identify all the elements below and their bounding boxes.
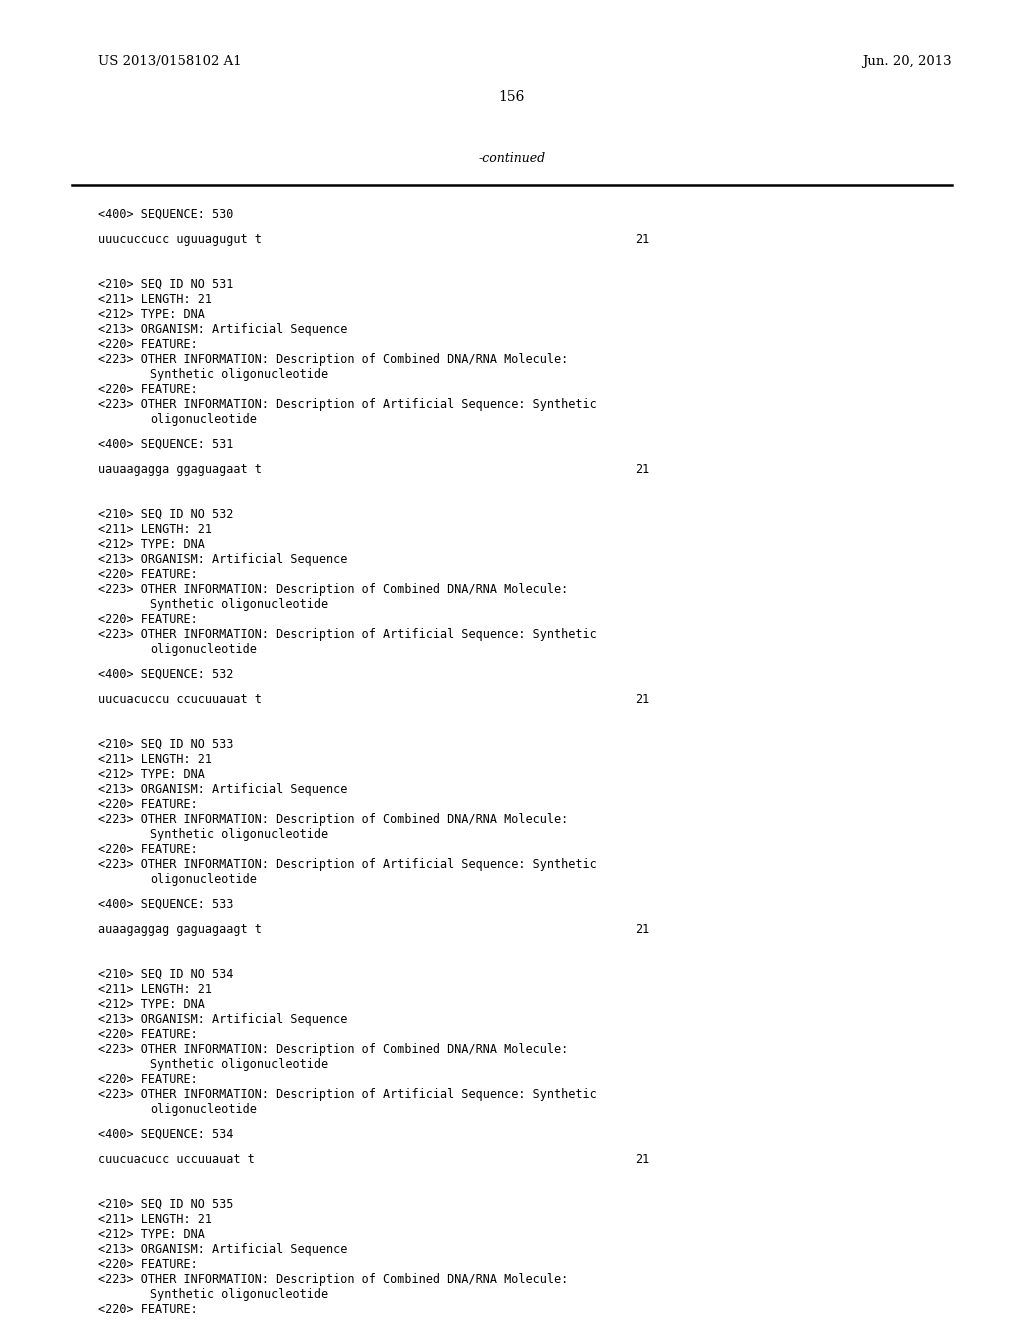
Text: <220> FEATURE:: <220> FEATURE: — [98, 1028, 198, 1041]
Text: <212> TYPE: DNA: <212> TYPE: DNA — [98, 1228, 205, 1241]
Text: <212> TYPE: DNA: <212> TYPE: DNA — [98, 768, 205, 781]
Text: <213> ORGANISM: Artificial Sequence: <213> ORGANISM: Artificial Sequence — [98, 1243, 347, 1257]
Text: <210> SEQ ID NO 533: <210> SEQ ID NO 533 — [98, 738, 233, 751]
Text: <210> SEQ ID NO 535: <210> SEQ ID NO 535 — [98, 1199, 233, 1210]
Text: <211> LENGTH: 21: <211> LENGTH: 21 — [98, 523, 212, 536]
Text: <223> OTHER INFORMATION: Description of Combined DNA/RNA Molecule:: <223> OTHER INFORMATION: Description of … — [98, 583, 568, 597]
Text: <220> FEATURE:: <220> FEATURE: — [98, 612, 198, 626]
Text: cuucuacucc uccuuauat t: cuucuacucc uccuuauat t — [98, 1152, 255, 1166]
Text: <223> OTHER INFORMATION: Description of Combined DNA/RNA Molecule:: <223> OTHER INFORMATION: Description of … — [98, 352, 568, 366]
Text: <211> LENGTH: 21: <211> LENGTH: 21 — [98, 752, 212, 766]
Text: <220> FEATURE:: <220> FEATURE: — [98, 383, 198, 396]
Text: auaagaggag gaguagaagt t: auaagaggag gaguagaagt t — [98, 923, 262, 936]
Text: <212> TYPE: DNA: <212> TYPE: DNA — [98, 308, 205, 321]
Text: <400> SEQUENCE: 530: <400> SEQUENCE: 530 — [98, 209, 233, 220]
Text: <212> TYPE: DNA: <212> TYPE: DNA — [98, 998, 205, 1011]
Text: <223> OTHER INFORMATION: Description of Combined DNA/RNA Molecule:: <223> OTHER INFORMATION: Description of … — [98, 1043, 568, 1056]
Text: <210> SEQ ID NO 534: <210> SEQ ID NO 534 — [98, 968, 233, 981]
Text: Synthetic oligonucleotide: Synthetic oligonucleotide — [150, 368, 328, 381]
Text: oligonucleotide: oligonucleotide — [150, 413, 257, 426]
Text: <220> FEATURE:: <220> FEATURE: — [98, 1258, 198, 1271]
Text: <211> LENGTH: 21: <211> LENGTH: 21 — [98, 983, 212, 997]
Text: <220> FEATURE:: <220> FEATURE: — [98, 1303, 198, 1316]
Text: <223> OTHER INFORMATION: Description of Combined DNA/RNA Molecule:: <223> OTHER INFORMATION: Description of … — [98, 813, 568, 826]
Text: <211> LENGTH: 21: <211> LENGTH: 21 — [98, 1213, 212, 1226]
Text: <220> FEATURE:: <220> FEATURE: — [98, 799, 198, 810]
Text: <223> OTHER INFORMATION: Description of Artificial Sequence: Synthetic: <223> OTHER INFORMATION: Description of … — [98, 1088, 597, 1101]
Text: 21: 21 — [635, 1152, 649, 1166]
Text: 156: 156 — [499, 90, 525, 104]
Text: <213> ORGANISM: Artificial Sequence: <213> ORGANISM: Artificial Sequence — [98, 783, 347, 796]
Text: <400> SEQUENCE: 534: <400> SEQUENCE: 534 — [98, 1129, 233, 1140]
Text: <210> SEQ ID NO 531: <210> SEQ ID NO 531 — [98, 279, 233, 290]
Text: uauaagagga ggaguagaat t: uauaagagga ggaguagaat t — [98, 463, 262, 477]
Text: oligonucleotide: oligonucleotide — [150, 643, 257, 656]
Text: <400> SEQUENCE: 531: <400> SEQUENCE: 531 — [98, 438, 233, 451]
Text: <213> ORGANISM: Artificial Sequence: <213> ORGANISM: Artificial Sequence — [98, 553, 347, 566]
Text: <400> SEQUENCE: 533: <400> SEQUENCE: 533 — [98, 898, 233, 911]
Text: uucuacuccu ccucuuauat t: uucuacuccu ccucuuauat t — [98, 693, 262, 706]
Text: Jun. 20, 2013: Jun. 20, 2013 — [862, 55, 952, 69]
Text: <223> OTHER INFORMATION: Description of Combined DNA/RNA Molecule:: <223> OTHER INFORMATION: Description of … — [98, 1272, 568, 1286]
Text: Synthetic oligonucleotide: Synthetic oligonucleotide — [150, 828, 328, 841]
Text: <212> TYPE: DNA: <212> TYPE: DNA — [98, 539, 205, 550]
Text: <220> FEATURE:: <220> FEATURE: — [98, 338, 198, 351]
Text: 21: 21 — [635, 234, 649, 246]
Text: <223> OTHER INFORMATION: Description of Artificial Sequence: Synthetic: <223> OTHER INFORMATION: Description of … — [98, 628, 597, 642]
Text: oligonucleotide: oligonucleotide — [150, 873, 257, 886]
Text: -continued: -continued — [478, 152, 546, 165]
Text: <211> LENGTH: 21: <211> LENGTH: 21 — [98, 293, 212, 306]
Text: uuucuccucc uguuagugut t: uuucuccucc uguuagugut t — [98, 234, 262, 246]
Text: Synthetic oligonucleotide: Synthetic oligonucleotide — [150, 598, 328, 611]
Text: <220> FEATURE:: <220> FEATURE: — [98, 1073, 198, 1086]
Text: <223> OTHER INFORMATION: Description of Artificial Sequence: Synthetic: <223> OTHER INFORMATION: Description of … — [98, 399, 597, 411]
Text: 21: 21 — [635, 463, 649, 477]
Text: 21: 21 — [635, 693, 649, 706]
Text: <220> FEATURE:: <220> FEATURE: — [98, 843, 198, 855]
Text: 21: 21 — [635, 923, 649, 936]
Text: Synthetic oligonucleotide: Synthetic oligonucleotide — [150, 1288, 328, 1302]
Text: <213> ORGANISM: Artificial Sequence: <213> ORGANISM: Artificial Sequence — [98, 1012, 347, 1026]
Text: <213> ORGANISM: Artificial Sequence: <213> ORGANISM: Artificial Sequence — [98, 323, 347, 337]
Text: <400> SEQUENCE: 532: <400> SEQUENCE: 532 — [98, 668, 233, 681]
Text: <223> OTHER INFORMATION: Description of Artificial Sequence: Synthetic: <223> OTHER INFORMATION: Description of … — [98, 858, 597, 871]
Text: oligonucleotide: oligonucleotide — [150, 1104, 257, 1115]
Text: Synthetic oligonucleotide: Synthetic oligonucleotide — [150, 1059, 328, 1071]
Text: <220> FEATURE:: <220> FEATURE: — [98, 568, 198, 581]
Text: <210> SEQ ID NO 532: <210> SEQ ID NO 532 — [98, 508, 233, 521]
Text: US 2013/0158102 A1: US 2013/0158102 A1 — [98, 55, 242, 69]
